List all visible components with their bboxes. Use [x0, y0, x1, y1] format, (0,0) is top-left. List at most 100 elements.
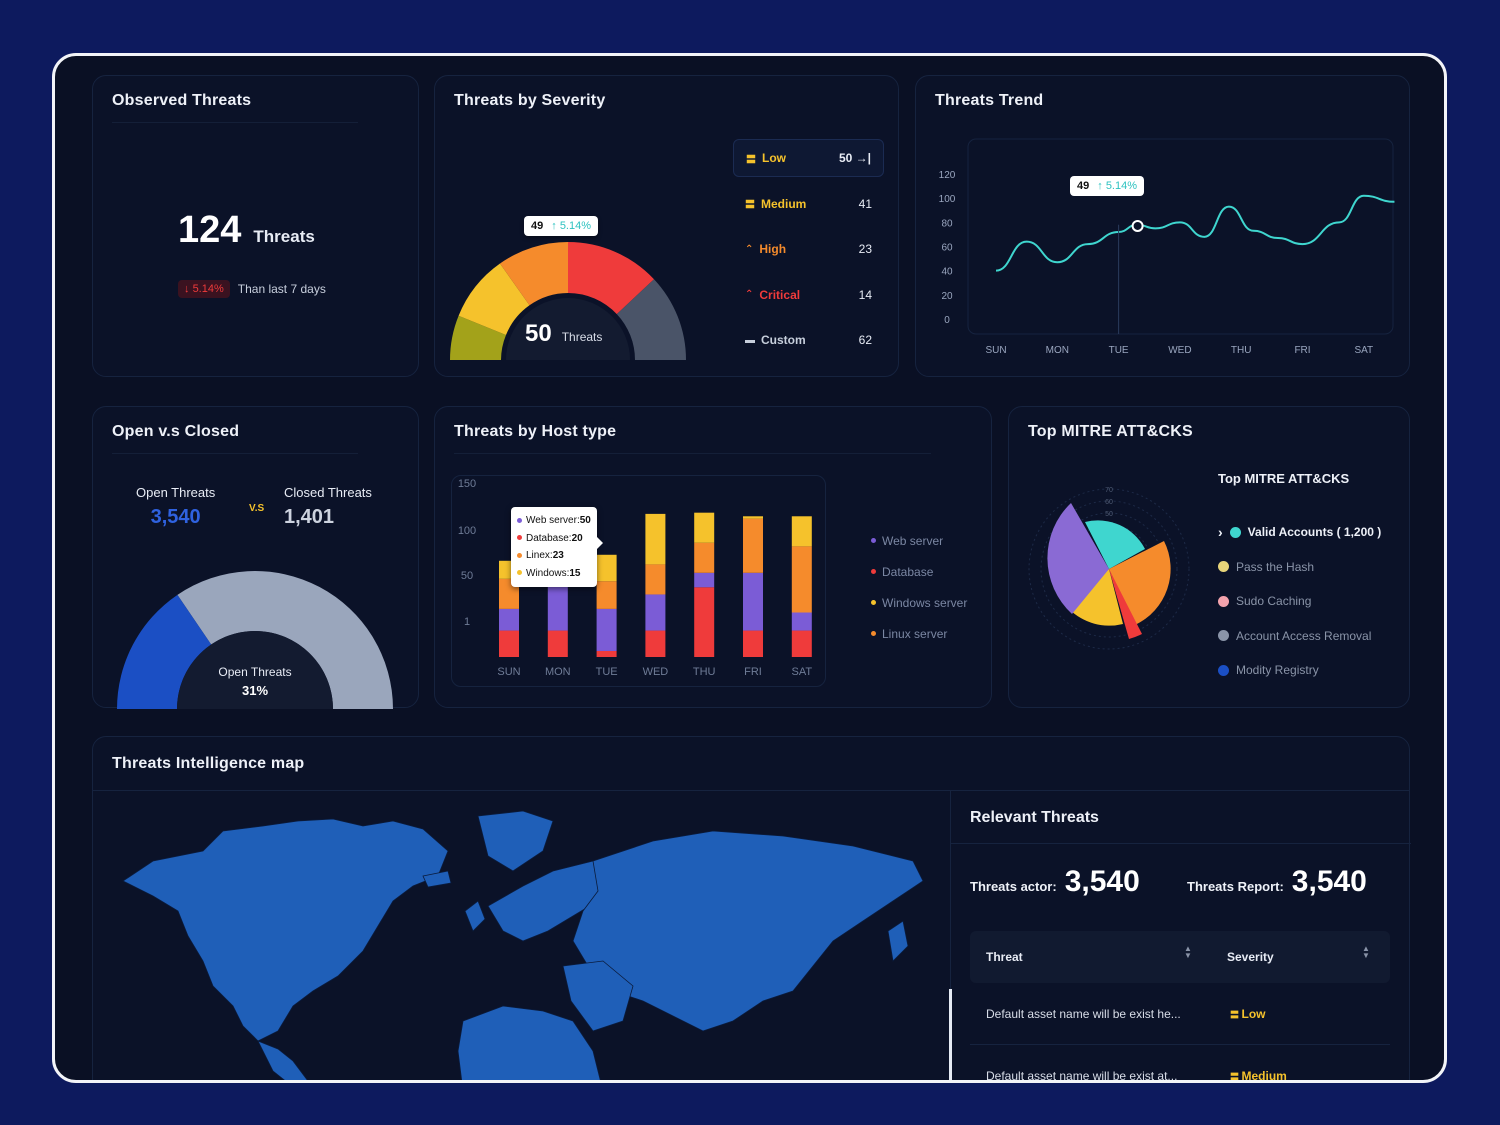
mitre-item[interactable]: Sudo Caching: [1218, 584, 1381, 619]
open-threats-stat: Open Threats 3,540: [136, 485, 215, 529]
host-type-title: Threats by Host type: [454, 423, 617, 440]
x-tick-label: TUE: [596, 666, 618, 678]
bar-segment: [791, 630, 812, 657]
severity-item-value: 50: [838, 151, 853, 165]
donut-inner: [177, 631, 333, 709]
severity-item-4[interactable]: ▬ Custom 62: [733, 321, 884, 359]
mitre-item[interactable]: Pass the Hash: [1218, 550, 1381, 585]
ring-tick: 60: [1105, 499, 1113, 506]
gauge-tooltip-value: 49: [531, 220, 544, 232]
y-tick-label: 1: [464, 616, 470, 628]
expand-arrow-icon[interactable]: →|: [852, 151, 871, 165]
sort-icon[interactable]: ▲ ▼: [1184, 944, 1192, 960]
tooltip-arrow: [596, 537, 603, 549]
closed-threats-value: 1,401: [284, 506, 335, 528]
table-row[interactable]: Default asset name will be exist he... 〓 …: [970, 983, 1390, 1045]
tooltip-label: Web server:: [526, 515, 580, 526]
tooltip-row: Linex:23: [517, 547, 591, 565]
severity-item-1[interactable]: 〓 Medium 41: [733, 185, 884, 223]
divider: [112, 453, 358, 454]
bar-segment: [743, 518, 763, 573]
arrow-down-icon: ↓: [184, 283, 190, 295]
bar-segment: [645, 594, 666, 631]
divider: [93, 790, 1409, 791]
y-tick-label: 150: [458, 478, 476, 490]
severity-item-value-group: 62: [859, 333, 872, 347]
gauge-tooltip: 49 ↑ 5.14%: [524, 216, 599, 236]
mitre-item[interactable]: Account Access Removal: [1218, 619, 1381, 654]
table-row[interactable]: Default asset name will be exist at... 〓 …: [970, 1045, 1390, 1083]
trend-line: [995, 194, 1395, 272]
legend-item[interactable]: Database: [871, 556, 967, 587]
severity-item-value-group: 23: [859, 242, 872, 256]
severity-label: Medium: [1241, 1069, 1287, 1083]
bar-segment: [791, 612, 812, 631]
host-legend: Web server Database Windows server Linux se…: [871, 525, 967, 649]
severity-item-label: Low: [762, 151, 786, 165]
actor-value: 3,540: [1064, 865, 1140, 898]
mitre-item-label: Account Access Removal: [1236, 628, 1372, 643]
middle-east-shape: [562, 960, 634, 1032]
gauge-segment-olive: [449, 315, 506, 360]
legend-dot: [871, 569, 876, 574]
severity-item-label-group: 〓 Medium: [745, 196, 806, 212]
iceland-shape: [422, 870, 452, 888]
col-threat-header[interactable]: Threat: [986, 950, 1023, 964]
arrow-up-icon: ↑: [551, 220, 557, 232]
gauge-label: Threats: [561, 330, 603, 344]
bar-segment: [596, 581, 617, 609]
gauge-segment-grey: [616, 279, 686, 360]
legend-item[interactable]: Web server: [871, 525, 967, 556]
central-america-shape: [257, 1040, 308, 1080]
open-threats-label: Open Threats: [136, 485, 216, 500]
mitre-item[interactable]: Modity Registry: [1218, 653, 1381, 688]
x-tick-label: FRI: [744, 666, 762, 678]
severity-level-icon: 〓: [1230, 1072, 1242, 1082]
severity-item-3[interactable]: ⌃ Critical 14: [733, 276, 884, 314]
host-chart-frame: [451, 475, 826, 687]
trend-tooltip-value: 49: [1077, 180, 1090, 192]
x-tick-label: MON: [1046, 345, 1069, 356]
japan-shape: [887, 920, 909, 962]
severity-item-label: Critical: [759, 287, 801, 302]
severity-level-icon: 〓: [745, 200, 755, 211]
north-america-shape: [122, 818, 449, 1042]
severity-item-label: High: [759, 242, 787, 256]
tooltip-label: Windows:: [526, 567, 570, 579]
sort-icon[interactable]: ▲ ▼: [1362, 944, 1370, 960]
world-map[interactable]: [93, 791, 950, 1083]
y-tick-label: 40: [941, 267, 953, 278]
col-severity-header[interactable]: Severity: [1227, 950, 1274, 964]
mitre-slice-yellow: [1069, 569, 1123, 626]
mitre-list: › Valid Accounts ( 1,200 ) Pass the Hash Su…: [1218, 515, 1381, 688]
threat-name: Default asset name will be exist he...: [986, 1007, 1181, 1021]
legend-item[interactable]: Linux server: [871, 618, 967, 649]
severity-item-label-group: 〓 Low: [746, 151, 786, 166]
chevron-right-icon[interactable]: ›: [1218, 524, 1223, 541]
legend-label: Linux server: [882, 626, 948, 641]
severity-item-0[interactable]: 〓 Low 50 →|: [733, 139, 884, 177]
legend-label: Database: [882, 564, 934, 579]
x-tick-label: FRI: [1294, 345, 1310, 356]
panel-scrollbar[interactable]: [949, 989, 952, 1080]
delta-label: Than last 7 days: [237, 282, 326, 296]
severity-item-2[interactable]: ⌃ High 23: [733, 230, 884, 268]
legend-item[interactable]: Windows server: [871, 587, 967, 618]
relevant-title: Relevant Threats: [970, 809, 1099, 826]
table-body: Default asset name will be exist he... 〓 …: [970, 983, 1390, 1083]
trend-tooltip-change: 5.14%: [1105, 180, 1138, 192]
mitre-item[interactable]: › Valid Accounts ( 1,200 ): [1218, 515, 1381, 550]
gauge-segment-yellow: [458, 263, 530, 335]
mitre-slice-teal: [1085, 520, 1145, 569]
trend-chart: 120 100 80 60 40 20 0 SUN MON TUE WED THU FRI SAT: [939, 138, 1395, 356]
bar-segment: [791, 516, 812, 547]
bar-segment: [645, 630, 666, 657]
gauge-tooltip-change: 5.14%: [559, 220, 592, 232]
closed-threats-stat: Closed Threats 1,401: [284, 485, 372, 529]
mitre-title: Top MITRE ATT&CKS: [1028, 423, 1193, 440]
legend-dot: [1229, 526, 1241, 538]
ring-tick: 70: [1105, 487, 1113, 494]
gauge-tooltip-change-group: ↑ 5.14%: [551, 220, 591, 232]
severity-item-value: 23: [858, 242, 872, 256]
bar-segment: [694, 587, 715, 657]
